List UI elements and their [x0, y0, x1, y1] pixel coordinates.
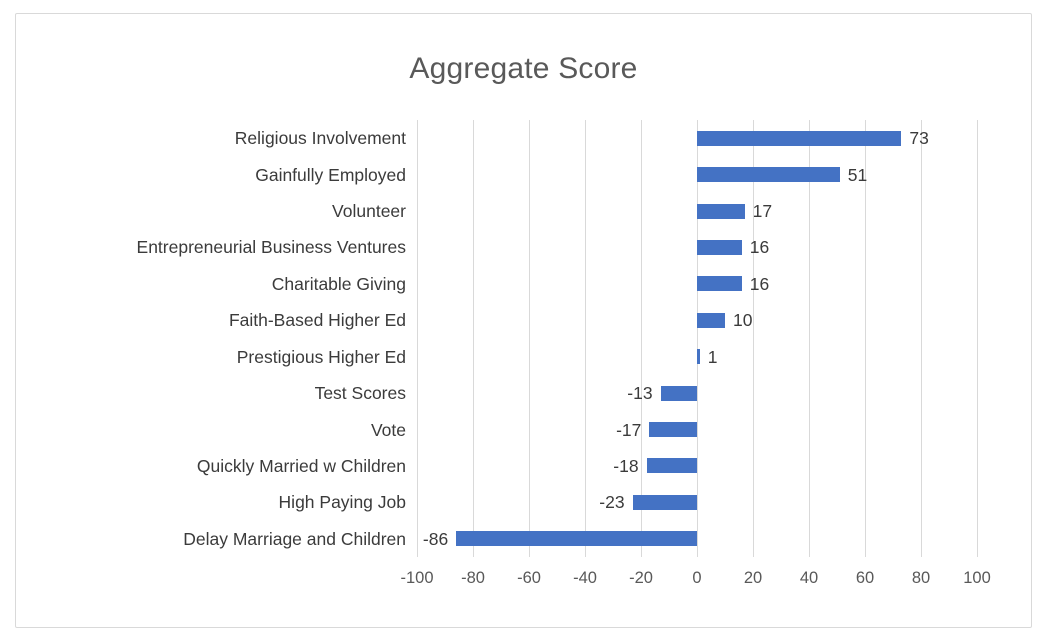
- category-label: Entrepreneurial Business Ventures: [136, 237, 406, 258]
- value-label: 16: [749, 273, 770, 294]
- x-tick-label: -40: [573, 569, 597, 587]
- x-tick-label: 20: [743, 569, 763, 587]
- gridline: [641, 120, 642, 557]
- value-label: -23: [599, 492, 625, 513]
- x-tick-label: 60: [855, 569, 875, 587]
- gridline: [529, 120, 530, 557]
- value-label: 17: [752, 201, 773, 222]
- bar: [697, 349, 700, 365]
- category-label: Test Scores: [314, 383, 406, 404]
- category-label: Delay Marriage and Children: [183, 528, 406, 549]
- gridline: [809, 120, 810, 557]
- category-label: Prestigious Higher Ed: [236, 346, 406, 367]
- category-label: Volunteer: [332, 201, 406, 222]
- gridline: [697, 120, 698, 557]
- value-label: 10: [733, 310, 753, 331]
- category-axis: Religious Involvement Gainfully Employed V…: [21, 120, 406, 557]
- value-label: 73: [909, 128, 929, 149]
- value-label: 1: [707, 346, 718, 367]
- value-label: -18: [613, 455, 639, 476]
- gridline: [585, 120, 586, 557]
- category-label: Quickly Married w Children: [196, 455, 406, 476]
- gridline: [753, 120, 754, 557]
- bar: [697, 276, 742, 292]
- category-label: Vote: [370, 419, 406, 440]
- gridline: [865, 120, 866, 557]
- gridline: [473, 120, 474, 557]
- bar: [697, 312, 725, 328]
- chart-title: Aggregate Score: [409, 52, 638, 85]
- category-label: Faith-Based Higher Ed: [228, 310, 406, 331]
- gridline: [417, 120, 418, 557]
- bar: [697, 167, 840, 183]
- bar: [697, 130, 902, 146]
- value-label: 16: [749, 237, 770, 258]
- value-label: 51: [847, 164, 868, 185]
- x-tick-label: 0: [692, 569, 702, 587]
- x-tick-label: 80: [911, 569, 931, 587]
- x-tick-label: -20: [629, 569, 653, 587]
- plot-area: 73 51 17 16 16 10 1 -13 -17 -18 -23 -86: [417, 120, 978, 557]
- x-tick-label: 100: [963, 569, 991, 587]
- gridline: [977, 120, 978, 557]
- x-tick-label: -60: [517, 569, 541, 587]
- bar: [632, 494, 697, 510]
- x-tick-label: -80: [461, 569, 485, 587]
- gridline: [921, 120, 922, 557]
- bar: [697, 239, 742, 255]
- chart-frame: Aggregate Score Religious Involvement Gai…: [15, 13, 1032, 628]
- category-label: Gainfully Employed: [255, 164, 406, 185]
- x-tick-label: -100: [400, 569, 434, 587]
- x-axis: -100 -80 -60 -40 -20 0 20 40 60 80 100: [400, 564, 990, 592]
- bar: [456, 531, 697, 547]
- bar: [697, 203, 745, 219]
- bar: [660, 385, 697, 401]
- category-label: Religious Involvement: [234, 128, 406, 149]
- value-label: -86: [422, 528, 449, 549]
- value-label: -17: [616, 419, 642, 440]
- category-label: High Paying Job: [278, 492, 406, 513]
- bar: [649, 422, 697, 438]
- bar: [646, 458, 697, 474]
- x-tick-label: 40: [799, 569, 819, 587]
- category-label: Charitable Giving: [271, 273, 406, 294]
- value-label: -13: [627, 383, 653, 404]
